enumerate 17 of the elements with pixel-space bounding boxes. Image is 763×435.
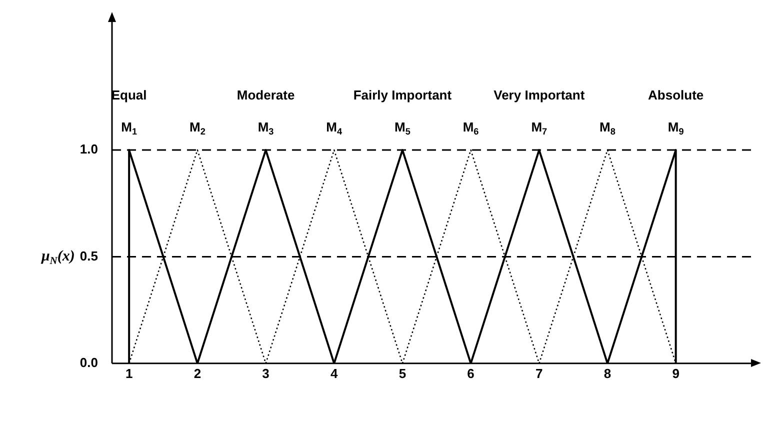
x-tick-label: 1 bbox=[125, 366, 133, 381]
x-tick-label: 5 bbox=[398, 366, 406, 381]
y-tick-label: 0.0 bbox=[80, 354, 98, 370]
x-tick-label: 4 bbox=[330, 366, 338, 381]
annotation: Moderate bbox=[236, 88, 295, 103]
x-tick-label: 6 bbox=[467, 366, 474, 381]
annotation: Very Important bbox=[494, 88, 586, 103]
y-tick-label: 1.0 bbox=[80, 142, 98, 157]
annotation: Fairly Important bbox=[353, 88, 452, 103]
x-tick-label: 3 bbox=[262, 366, 270, 381]
x-tick-label: 7 bbox=[536, 366, 543, 381]
x-tick-label: 9 bbox=[672, 366, 680, 381]
x-tick-label: 2 bbox=[194, 366, 202, 381]
y-tick-label: 0.5 bbox=[80, 248, 98, 264]
annotation: Equal bbox=[111, 88, 147, 103]
annotation: Absolute bbox=[648, 88, 704, 103]
x-tick-label: 8 bbox=[604, 366, 612, 381]
